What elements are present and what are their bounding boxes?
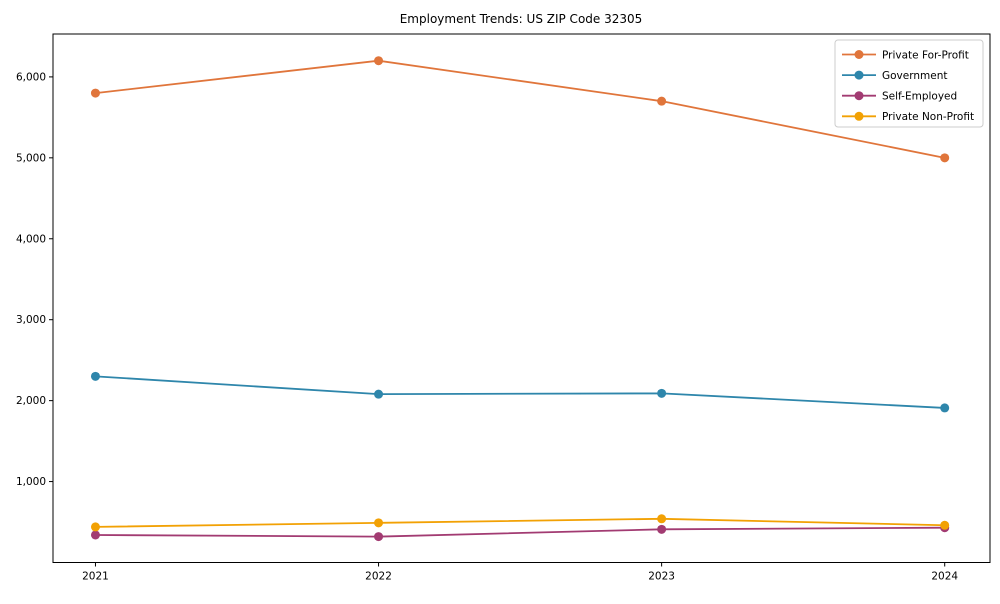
plot-frame bbox=[52, 33, 991, 563]
legend-marker bbox=[854, 70, 864, 80]
series-line-private-non-profit bbox=[94, 517, 946, 528]
y-tick-label: 5,000 bbox=[16, 152, 46, 164]
y-tick-label: 1,000 bbox=[16, 476, 46, 488]
data-point-private-non-profit bbox=[657, 514, 667, 524]
legend: Private For-Profit Government Self-Employe… bbox=[834, 39, 984, 128]
data-point-private-non-profit bbox=[374, 518, 384, 528]
x-tick-label: 2024 bbox=[931, 571, 958, 583]
data-point-private-for-profit bbox=[657, 96, 667, 106]
chart-title: Employment Trends: US ZIP Code 32305 bbox=[400, 12, 643, 26]
legend-item: Government bbox=[842, 70, 947, 82]
x-tick-label: 2022 bbox=[365, 571, 392, 583]
series-line-government bbox=[94, 375, 946, 409]
data-point-private-for-profit bbox=[374, 56, 384, 66]
legend-marker bbox=[854, 50, 864, 59]
data-point-self-employed bbox=[90, 530, 100, 540]
data-point-government bbox=[940, 403, 950, 413]
legend-item: Private For-Profit bbox=[842, 49, 969, 61]
y-tick-label: 2,000 bbox=[16, 395, 46, 407]
legend-item: Private Non-Profit bbox=[842, 111, 974, 123]
plot-area: 1,000 2,000 3,000 4,000 5,000 6,000 2021 2022 20… bbox=[16, 33, 991, 583]
legend-label: Private For-Profit bbox=[882, 49, 969, 61]
data-point-self-employed bbox=[374, 532, 384, 542]
y-tick-label: 6,000 bbox=[16, 71, 46, 83]
x-tick-label: 2021 bbox=[82, 571, 109, 583]
data-point-private-non-profit bbox=[90, 522, 100, 532]
legend-label: Self-Employed bbox=[882, 91, 957, 103]
legend-box bbox=[834, 39, 984, 128]
legend-marker bbox=[854, 111, 864, 121]
series-line-self-employed bbox=[94, 526, 946, 538]
legend-marker bbox=[854, 91, 864, 101]
legend-item: Self-Employed bbox=[842, 91, 957, 103]
data-point-private-non-profit bbox=[940, 520, 950, 530]
data-point-government bbox=[374, 389, 384, 399]
data-point-private-for-profit bbox=[90, 88, 100, 98]
data-point-private-for-profit bbox=[940, 153, 950, 163]
series-line-private-for-profit bbox=[94, 59, 946, 159]
y-tick-label: 3,000 bbox=[16, 314, 46, 326]
legend-label: Private Non-Profit bbox=[882, 111, 974, 123]
data-point-government bbox=[90, 371, 100, 381]
x-tick-label: 2023 bbox=[648, 571, 675, 583]
legend-label: Government bbox=[882, 70, 947, 82]
data-point-government bbox=[657, 388, 667, 398]
data-point-self-employed bbox=[657, 524, 667, 534]
y-tick-label: 4,000 bbox=[16, 233, 46, 245]
